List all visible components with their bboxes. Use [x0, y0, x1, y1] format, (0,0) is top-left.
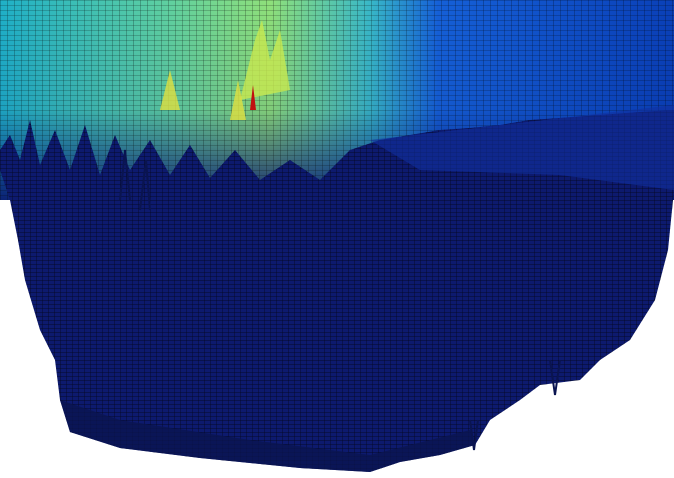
page: [0, 0, 674, 478]
surface-plot: [0, 0, 674, 478]
